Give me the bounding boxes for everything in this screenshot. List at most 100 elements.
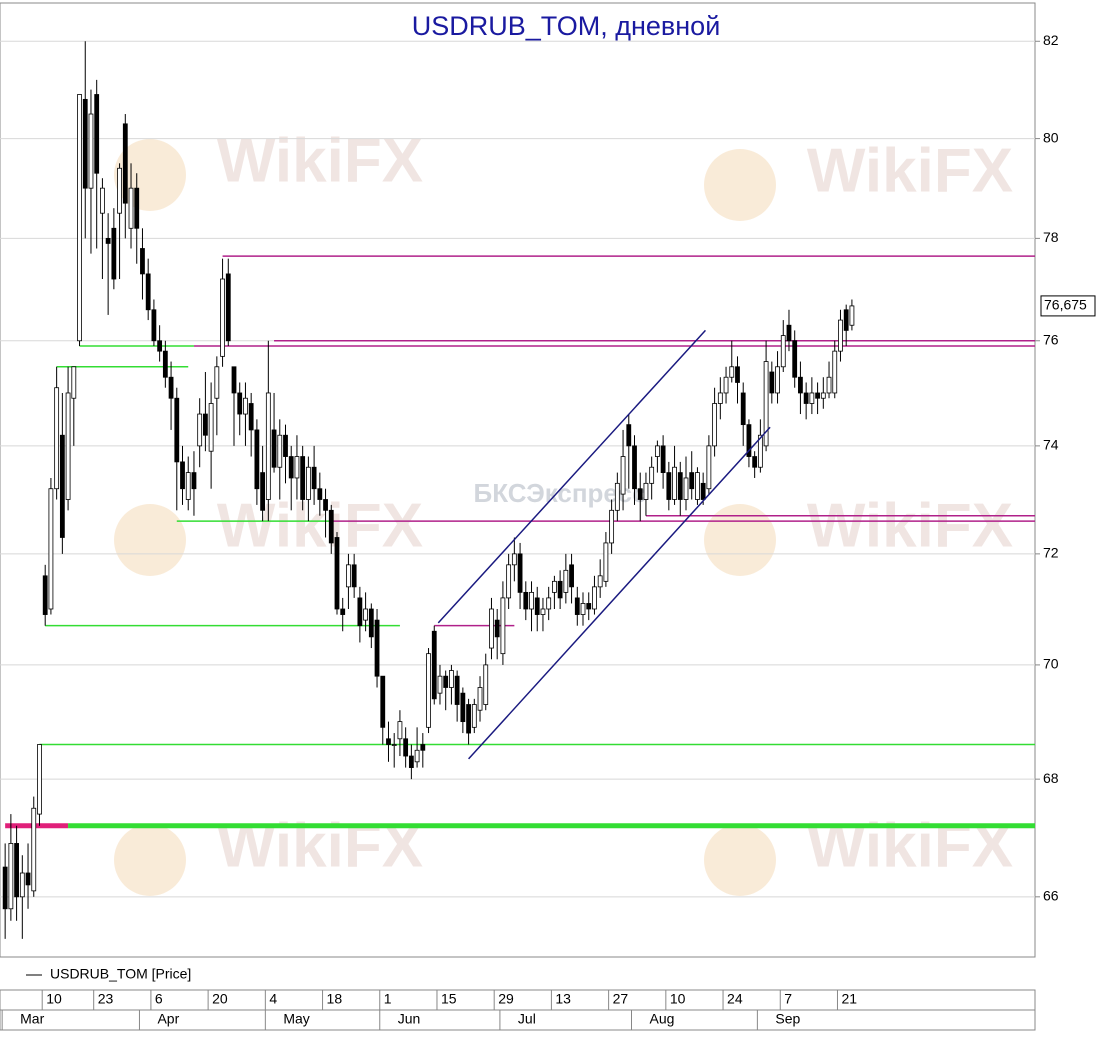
candle-body: [208, 403, 214, 452]
candle-body: [609, 509, 615, 544]
candle-body: [477, 687, 483, 711]
candle-body: [786, 324, 792, 342]
candle-body: [300, 456, 306, 500]
candle-body: [323, 499, 328, 511]
candle-body: [729, 366, 735, 378]
channel-line: [468, 426, 771, 760]
candle-body: [820, 392, 826, 399]
candle-body: [2, 866, 8, 910]
candle-body: [666, 472, 672, 500]
candle-body: [517, 553, 523, 593]
candle-body: [620, 456, 626, 495]
y-tick-label: 68: [1043, 770, 1059, 786]
candle-body: [809, 392, 815, 404]
candle-body: [552, 580, 557, 593]
candle-body: [717, 392, 723, 404]
candle-body: [340, 608, 346, 615]
candle-body: [260, 472, 266, 511]
candle-body: [757, 434, 763, 468]
y-tick-label: 74: [1043, 437, 1059, 453]
candle-body: [151, 309, 157, 342]
candle-body: [374, 619, 380, 677]
candle-body: [832, 350, 838, 394]
candle-body: [168, 376, 174, 399]
candle-body: [546, 597, 552, 610]
candle-body: [71, 366, 77, 399]
candle-body: [174, 397, 180, 463]
candle-body: [237, 392, 243, 415]
candle-body: [466, 704, 471, 734]
candle-body: [220, 278, 225, 357]
candle-body: [391, 744, 397, 746]
candle-body: [288, 456, 294, 479]
candle-body: [695, 472, 700, 500]
candle-body: [506, 564, 512, 599]
candle-body: [403, 738, 409, 757]
candle-body: [185, 472, 191, 500]
candle-body: [65, 392, 71, 500]
candle-body: [597, 575, 603, 588]
candle-body: [735, 366, 740, 383]
watermark-logo: [114, 824, 186, 896]
candle-body: [88, 113, 94, 189]
candle-body: [19, 872, 25, 898]
candle-body: [683, 477, 689, 500]
candle-body: [254, 429, 260, 490]
x-tick-label: 7: [784, 991, 792, 1007]
x-tick-label: 18: [327, 991, 343, 1007]
candle-body: [197, 413, 203, 447]
y-tick-label: 76: [1043, 331, 1059, 347]
legend-label: USDRUB_TOM [Price]: [50, 966, 191, 982]
candle-body: [632, 445, 637, 490]
candle-body: [105, 237, 111, 244]
candle-body: [580, 603, 586, 615]
candle-body: [277, 434, 283, 468]
candle-body: [420, 744, 426, 751]
month-label: Jun: [398, 1011, 421, 1027]
candle-body: [494, 619, 500, 638]
candle-body: [523, 591, 529, 610]
candle-body: [265, 392, 271, 500]
candle-body: [471, 704, 477, 728]
candle-body: [740, 392, 746, 426]
candle-body: [357, 597, 363, 627]
candle-body: [37, 744, 42, 815]
candle-body: [483, 664, 489, 705]
candle-body: [100, 187, 105, 214]
month-label: Apr: [157, 1011, 179, 1027]
candle-body: [826, 376, 832, 394]
candle-body: [763, 361, 769, 447]
candle-body: [202, 413, 208, 436]
candle-body: [162, 350, 168, 378]
candle-body: [225, 273, 231, 342]
month-label: Jul: [518, 1011, 536, 1027]
candle-body: [386, 738, 391, 745]
watermark: БКСЭкспресс: [474, 478, 647, 508]
candle-body: [489, 608, 494, 649]
candle-body: [803, 392, 809, 404]
candle-body: [849, 305, 855, 326]
candle-body: [363, 608, 368, 621]
candle-body: [563, 569, 569, 593]
watermark: WikiFX: [217, 126, 423, 195]
candle-body: [603, 542, 609, 582]
candle-body: [346, 564, 351, 588]
candle-body: [431, 630, 437, 700]
watermark: WikiFX: [807, 811, 1013, 880]
watermark: WikiFX: [217, 811, 423, 880]
month-label: Mar: [20, 1011, 44, 1027]
x-tick-label: 6: [155, 991, 163, 1007]
candle-body: [380, 675, 386, 728]
candle-body: [145, 273, 151, 311]
candle-body: [77, 94, 82, 342]
candle-body: [815, 392, 820, 399]
candle-body: [157, 340, 163, 352]
candle-body: [25, 872, 31, 886]
candle-body: [351, 564, 357, 588]
watermark-logo: [704, 824, 776, 896]
candle-body: [500, 597, 506, 655]
candle-body: [122, 123, 128, 204]
candle-body: [368, 608, 374, 638]
candle-body: [328, 509, 334, 544]
